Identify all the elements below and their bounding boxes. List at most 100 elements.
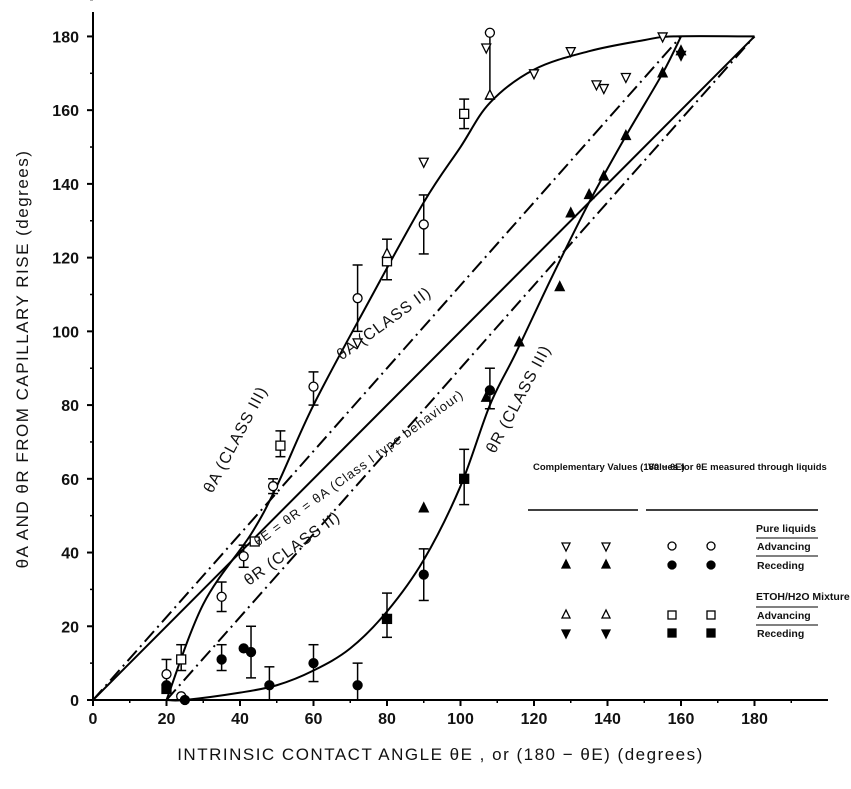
data-point-series-4 (480, 43, 492, 55)
legend-marker-liquids (706, 610, 716, 620)
data-point-series-5 (583, 187, 595, 200)
data-point-series-6 (484, 88, 496, 100)
plot-points (161, 27, 687, 706)
data-point-series-5 (513, 335, 525, 347)
y-tick-label: 120 (52, 251, 79, 268)
x-tick-label: 40 (231, 711, 249, 728)
data-point-series-0 (161, 669, 172, 680)
legend-marker-complementary (600, 629, 612, 640)
data-point-series-0 (216, 591, 227, 602)
data-point-series-1 (418, 569, 429, 580)
y-tick-label: 40 (61, 546, 79, 563)
legend-marker-liquids (667, 560, 677, 570)
data-point-series-4 (657, 32, 669, 44)
curve-label-4: θR (CLASS III) (483, 342, 554, 456)
x-tick-label: 100 (447, 711, 474, 728)
y-tick-label: 80 (61, 398, 79, 415)
legend-marker-liquids (706, 560, 716, 570)
data-point-series-5 (418, 501, 430, 513)
data-point-series-4 (598, 83, 610, 95)
data-point-series-5 (620, 129, 632, 141)
legend: Complementary Values (180 − θE)Values fo… (528, 462, 850, 640)
plot-lines (92, 35, 756, 702)
data-point-series-4 (418, 157, 430, 169)
data-point-series-5 (657, 66, 669, 78)
x-axis-title: INTRINSIC CONTACT ANGLE θE , or (180 − θ… (177, 745, 704, 764)
data-point-series-0 (238, 551, 249, 562)
x-tick-label: 160 (668, 711, 695, 728)
data-point-series-0 (308, 381, 319, 392)
legend-marker-complementary (600, 608, 612, 619)
legend-marker-complementary (560, 629, 572, 640)
x-tick-label: 180 (741, 711, 768, 728)
x-tick-label: 120 (521, 711, 548, 728)
data-point-series-2 (381, 256, 393, 267)
curve-label-1: θA (CLASS II) (334, 284, 435, 364)
legend-marker-complementary (560, 558, 572, 569)
y-tick-label: 20 (61, 619, 79, 636)
x-tick-label: 140 (594, 711, 621, 728)
line-series-0 (92, 35, 756, 701)
legend-marker-liquids (667, 628, 677, 638)
y-tick-label: 100 (52, 324, 79, 341)
y-tick-label: 60 (61, 472, 79, 489)
legend-col-header-liquids: Values for θE measured through liquids (648, 462, 827, 473)
y-tick-label: 140 (52, 177, 79, 194)
data-point-series-4 (528, 69, 540, 81)
data-point-series-0 (352, 293, 363, 304)
data-point-series-4 (352, 338, 364, 350)
data-point-series-0 (267, 481, 279, 492)
legend-group-etoh-mixture: ETOH/H2O Mixture (756, 591, 850, 603)
legend-row-label: Receding (757, 560, 804, 572)
data-point-series-1 (484, 385, 496, 396)
legend-marker-liquids (667, 541, 677, 551)
data-point-series-6 (381, 246, 393, 259)
data-point-series-5 (598, 169, 610, 181)
data-point-series-2 (275, 440, 286, 451)
legend-row-label: Receding (757, 628, 804, 640)
y-tick-label: 160 (52, 103, 79, 120)
data-point-series-0 (484, 27, 496, 38)
curve-label-0: θA (CLASS III) (201, 384, 271, 496)
line-series-1 (92, 35, 682, 701)
data-point-series-1 (245, 646, 257, 658)
legend-row-label: Advancing (757, 541, 811, 553)
data-point-series-5 (480, 390, 492, 402)
legend-marker-complementary (560, 542, 572, 553)
data-point-series-5 (565, 206, 577, 218)
data-point-series-4 (620, 72, 632, 84)
data-point-series-5 (554, 280, 566, 292)
data-point-series-7 (675, 50, 687, 62)
data-point-series-1 (352, 680, 363, 691)
y-tick-label: 0 (70, 693, 79, 710)
data-point-series-1 (264, 680, 275, 691)
data-point-series-4 (565, 47, 577, 59)
data-point-series-3 (161, 683, 172, 695)
data-point-series-4 (590, 80, 603, 92)
y-tick-label: 180 (52, 29, 79, 46)
legend-marker-liquids (706, 628, 716, 638)
data-point-series-2 (176, 654, 187, 665)
curve-label-2: θE = θR = θA (Class I type behaviour) (251, 387, 466, 549)
y-axis-title: θA AND θR FROM CAPILLARY RISE (degrees) (13, 150, 32, 569)
line-series-2 (165, 35, 756, 701)
x-tick-label: 0 (89, 711, 98, 728)
x-tick-label: 80 (378, 711, 396, 728)
legend-marker-complementary (560, 608, 572, 619)
legend-marker-liquids (667, 610, 677, 620)
data-point-series-2 (249, 536, 260, 547)
x-tick-label: 20 (158, 711, 176, 728)
legend-col-header-complementary: Complementary Values (180 − θE) (533, 462, 685, 473)
plot-axes: 00 20 20 40 40 60 60 80 80 100 100 120 120 140 140 160 1… (13, 0, 828, 764)
data-point-series-3 (381, 613, 393, 625)
legend-marker-liquids (706, 541, 716, 551)
legend-marker-complementary (600, 558, 612, 569)
data-point-series-0 (418, 219, 429, 230)
data-point-series-2 (459, 108, 470, 119)
data-point-series-3 (459, 473, 470, 484)
data-point-series-1 (308, 657, 319, 669)
legend-marker-complementary (600, 542, 612, 553)
x-tick-label: 60 (305, 711, 323, 728)
plot-error-bars (161, 31, 495, 701)
